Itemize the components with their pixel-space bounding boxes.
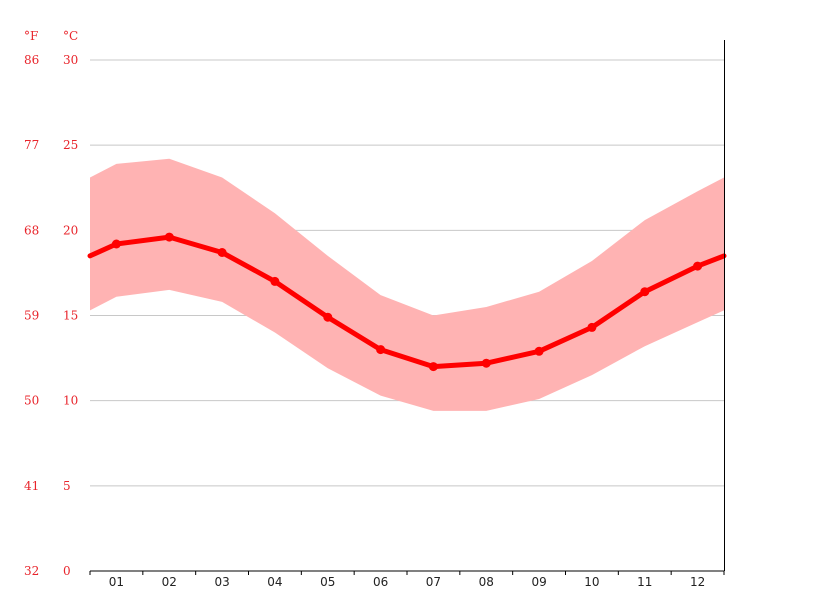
data-point-12 (693, 261, 703, 271)
x-tick-label-02: 02 (162, 575, 177, 589)
y-tick-label-c: 15 (63, 309, 78, 323)
data-point-08 (481, 358, 491, 368)
y-tick-label-c: 20 (63, 223, 78, 237)
data-point-01 (111, 239, 121, 249)
data-point-02 (164, 232, 174, 242)
x-tick-label-08: 08 (479, 575, 494, 589)
fahrenheit-unit-label: °F (24, 29, 38, 43)
y-tick-label-f: 41 (24, 479, 39, 493)
y-tick-label-f: 77 (24, 138, 39, 152)
data-point-07 (428, 362, 438, 372)
data-point-09 (534, 346, 544, 356)
data-point-03 (217, 248, 227, 257)
y-tick-label-f: 50 (24, 394, 39, 408)
label-layer: °F °C 32 0 41 5 50 10 59 15 68 20 77 25 86 30 01 02 03 04… (24, 29, 705, 589)
x-tick-label-10: 10 (584, 575, 599, 589)
data-point-10 (587, 322, 597, 332)
x-tick-label-03: 03 (214, 575, 229, 589)
y-tick-label-f: 59 (24, 309, 39, 323)
y-tick-label-c: 30 (63, 53, 78, 67)
x-tick-label-04: 04 (267, 575, 282, 589)
x-tick-label-05: 05 (320, 575, 335, 589)
x-tick-label-06: 06 (373, 575, 388, 589)
celsius-unit-label: °C (63, 29, 78, 43)
y-tick-label-c: 0 (63, 564, 71, 578)
y-tick-label-f: 86 (24, 53, 39, 67)
y-tick-label-f: 32 (24, 564, 39, 578)
data-point-06 (376, 345, 386, 355)
x-tick-label-12: 12 (690, 575, 705, 589)
data-point-04 (270, 276, 280, 286)
y-tick-label-c: 10 (63, 394, 78, 408)
temperature-range-band (90, 158, 724, 411)
y-tick-label-c: 5 (63, 479, 71, 493)
x-tick-label-11: 11 (637, 575, 652, 589)
x-tick-label-07: 07 (426, 575, 441, 589)
axis-layer (89, 40, 725, 575)
x-tick-label-09: 09 (531, 575, 546, 589)
y-tick-label-f: 68 (24, 223, 39, 237)
data-point-05 (323, 312, 333, 322)
data-point-11 (640, 287, 650, 297)
average-temperature-line (87, 234, 727, 370)
x-tick-label-01: 01 (109, 575, 124, 589)
band-layer (90, 158, 724, 411)
y-tick-label-c: 25 (63, 138, 78, 152)
line-layer (87, 232, 727, 372)
